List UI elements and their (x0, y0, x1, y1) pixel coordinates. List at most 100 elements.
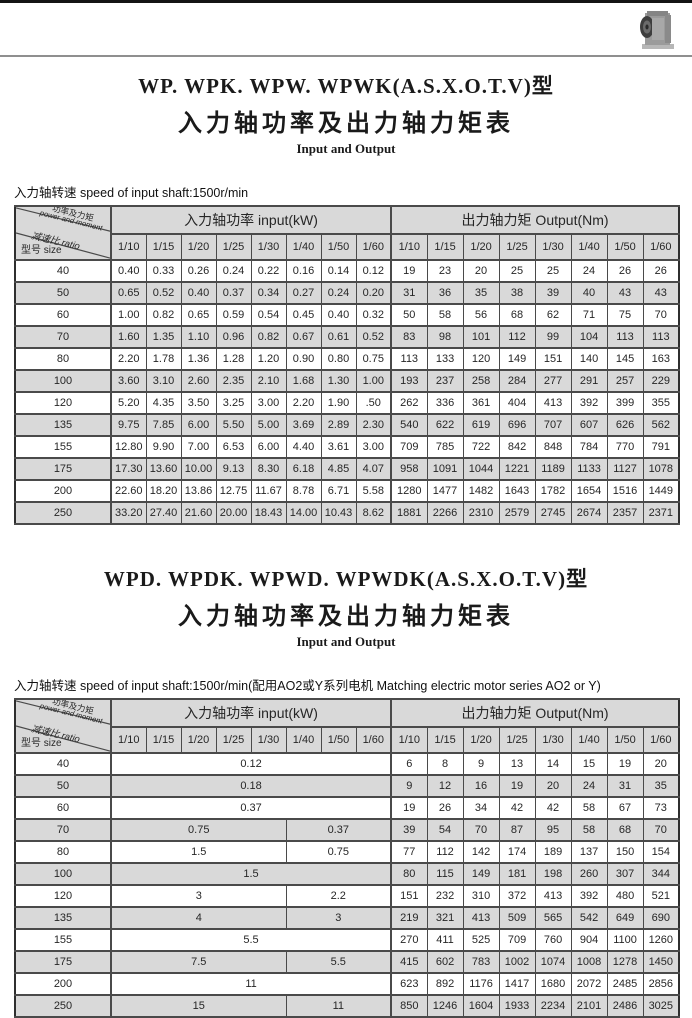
output-value-cell: 1450 (642, 950, 680, 974)
input-value-cell: 0.32 (355, 303, 392, 327)
output-value-cell: 415 (390, 950, 428, 974)
input-value-cell: 22.60 (110, 479, 147, 503)
output-value-cell: 1002 (498, 950, 536, 974)
input-value-cell: 0.22 (250, 259, 287, 283)
output-value-cell: 1133 (570, 457, 608, 481)
output-value-cell: 392 (570, 884, 608, 908)
output-value-cell: 1278 (606, 950, 644, 974)
input-value-cell: 0.59 (215, 303, 252, 327)
input-value-cell: 9.90 (145, 435, 182, 459)
output-value-cell: 785 (426, 435, 464, 459)
output-value-cell: 25 (498, 259, 536, 283)
output-value-cell: 237 (426, 369, 464, 393)
input-value-cell: 0.54 (250, 303, 287, 327)
input-value-cell: 0.96 (215, 325, 252, 349)
output-value-cell: 1604 (462, 994, 500, 1018)
ratio-header-cell: 1/20 (462, 233, 500, 261)
corner-diagonal-lines (16, 701, 110, 751)
input-value-cell: 4.85 (320, 457, 357, 481)
input-value-cell: 2.20 (110, 347, 147, 371)
output-value-cell: 154 (642, 840, 680, 864)
output-value-cell: 137 (570, 840, 608, 864)
output-value-cell: 622 (426, 413, 464, 437)
size-cell: 80 (14, 840, 112, 864)
table-row-size-100: 100 3.60 3.10 2.60 2.35 2.10 1.68 1.30 1.00 193 23… (14, 369, 680, 393)
output-value-cell: 1280 (390, 479, 428, 503)
input-value-cell: 1.35 (145, 325, 182, 349)
ratio-header-cell: 1/20 (462, 726, 500, 754)
input-value-cell: 7.85 (145, 413, 182, 437)
size-cell: 175 (14, 457, 112, 481)
size-cell: 250 (14, 994, 112, 1018)
output-value-cell: 1933 (498, 994, 536, 1018)
output-value-cell: 31 (390, 281, 428, 305)
input-value-cell: 1.36 (180, 347, 217, 371)
output-value-cell: 480 (606, 884, 644, 908)
corner-header-cell: 功率及力矩 power and moment 减速比 ratio 型号 size (14, 205, 112, 261)
section-1-subtitle-en: Input and Output (296, 141, 396, 156)
output-value-cell: 15 (570, 752, 608, 776)
input-value-cell: 0.52 (355, 325, 392, 349)
ratio-header-cell: 1/20 (180, 233, 217, 261)
output-value-cell: 260 (570, 862, 608, 886)
ratio-header-cell: 1/10 (390, 233, 428, 261)
output-value-cell: 2745 (534, 501, 572, 525)
output-value-cell: 1449 (642, 479, 680, 503)
input-value-cell: 0.18 (110, 774, 392, 798)
size-cell: 200 (14, 479, 112, 503)
output-value-cell: 602 (426, 950, 464, 974)
output-value-cell: 722 (462, 435, 500, 459)
output-value-cell: 904 (570, 928, 608, 952)
output-value-cell: 336 (426, 391, 464, 415)
ratio-header-cell: 1/15 (145, 726, 182, 754)
output-value-cell: 1881 (390, 501, 428, 525)
table-row-size-60: 60 0.37 19 26 34 42 42 58 67 73 (14, 796, 680, 820)
output-value-cell: 140 (570, 347, 608, 371)
output-value-cell: 31 (606, 774, 644, 798)
input-value-cell: 0.80 (320, 347, 357, 371)
section-2-speed-note: 入力轴转速 speed of input shaft:1500r/min(配用A… (14, 679, 601, 693)
output-value-cell: 1246 (426, 994, 464, 1018)
output-value-cell: 565 (534, 906, 572, 930)
output-value-cell: 372 (498, 884, 536, 908)
input-value-cell: 18.20 (145, 479, 182, 503)
ratio-header-cell: 1/10 (390, 726, 428, 754)
ratio-header-cell: 1/50 (606, 726, 644, 754)
size-cell: 200 (14, 972, 112, 996)
input-value-cell: 2.60 (180, 369, 217, 393)
ratio-header-cell: 1/30 (534, 233, 572, 261)
table-row-size-40: 40 0.12 6 8 9 13 14 15 19 20 (14, 752, 680, 776)
input-value-cell: 10.00 (180, 457, 217, 481)
ratio-header-cell: 1/40 (570, 233, 608, 261)
output-value-cell: 87 (498, 818, 536, 842)
table-row-size-155: 155 12.80 9.90 7.00 6.53 6.00 4.40 3.61 3.00 709 7… (14, 435, 680, 459)
output-value-cell: 540 (390, 413, 428, 437)
output-value-cell: 39 (534, 281, 572, 305)
ratio-header-cell: 1/15 (145, 233, 182, 261)
output-value-cell: 626 (606, 413, 644, 437)
input-value-cell: 2.2 (285, 884, 392, 908)
input-value-cell: 0.75 (110, 818, 287, 842)
ratio-header-cell: 1/60 (355, 233, 392, 261)
output-value-cell: 70 (642, 818, 680, 842)
output-value-cell: 42 (534, 796, 572, 820)
input-group-header: 入力轴功率 input(kW) (109, 205, 392, 235)
corner-size-label: 型号 size (21, 738, 62, 749)
input-value-cell: 0.24 (320, 281, 357, 305)
output-value-cell: 77 (390, 840, 428, 864)
output-value-cell: 35 (462, 281, 500, 305)
input-value-cell: 0.12 (110, 752, 392, 776)
input-value-cell: 5.50 (215, 413, 252, 437)
table-row-size-120: 120 3 2.2 151 232 310 372 413 392 480 521 (14, 884, 680, 908)
input-value-cell: 0.37 (285, 818, 392, 842)
output-value-cell: 2371 (642, 501, 680, 525)
wp-power-torque-table: 功率及力矩 power and moment 减速比 ratio 型号 size 入力轴… (14, 205, 681, 525)
input-value-cell: 0.61 (320, 325, 357, 349)
output-value-cell: 2072 (570, 972, 608, 996)
output-value-cell: 73 (642, 796, 680, 820)
input-value-cell: 1.10 (180, 325, 217, 349)
input-value-cell: 12.75 (215, 479, 252, 503)
ratio-header-cell: 1/40 (285, 233, 322, 261)
output-value-cell: 115 (426, 862, 464, 886)
input-value-cell: 14.00 (285, 501, 322, 525)
